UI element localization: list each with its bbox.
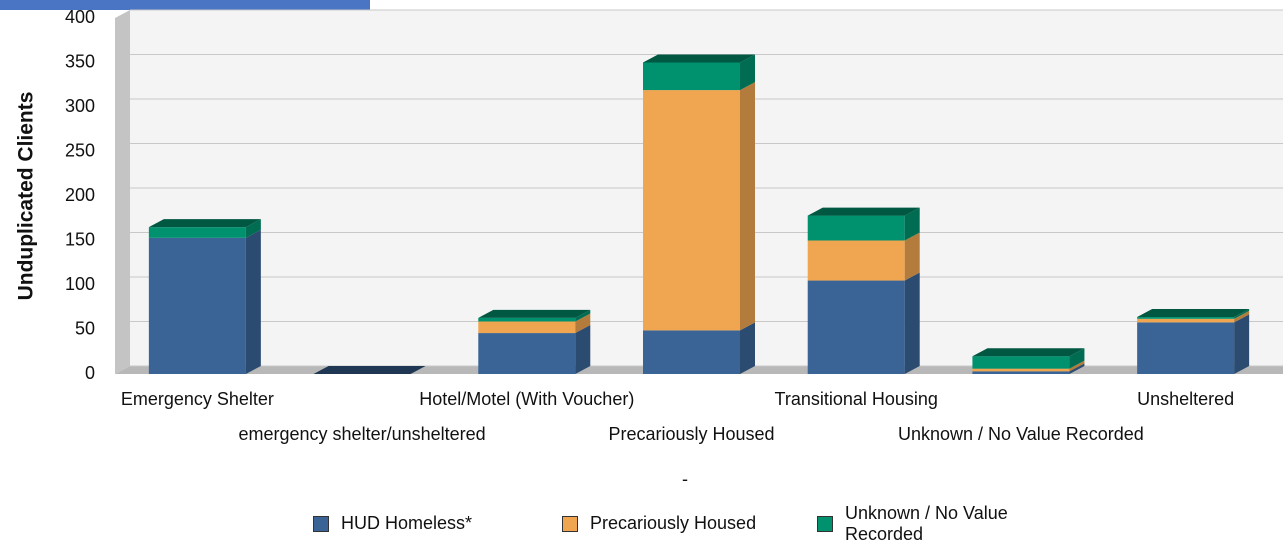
y-tick-label: 200 [65, 185, 95, 205]
y-tick-label: 350 [65, 51, 95, 71]
bar-top [313, 366, 426, 374]
bar-segment [1137, 317, 1235, 319]
bar-side [1234, 310, 1250, 323]
x-tick-label: Precariously Housed [608, 424, 774, 444]
bar-segment [972, 356, 1070, 369]
legend: HUD Homeless* Precariously Housed Unknown … [0, 502, 1283, 545]
bar-side [245, 229, 261, 374]
bar-side [1234, 314, 1250, 374]
bar-side [740, 82, 755, 331]
bar-top [972, 348, 1085, 357]
y-tick-label: 150 [65, 229, 95, 249]
x-tick-label: Hotel/Motel (With Voucher) [419, 389, 634, 409]
y-tick-label: 250 [65, 140, 95, 160]
bar-side [904, 232, 920, 281]
bar-segment [807, 240, 905, 281]
legend-swatch [562, 515, 578, 532]
legend-item: HUD Homeless* [313, 502, 472, 545]
bar-segment [972, 368, 1070, 372]
bar-segment [148, 237, 246, 374]
x-tick-label: Transitional Housing [775, 389, 938, 409]
y-tick-label: 400 [65, 7, 95, 27]
bar-segment [643, 90, 740, 331]
bar-top [478, 309, 591, 318]
bar-side [740, 322, 755, 374]
legend-swatch [817, 515, 833, 532]
bar-side [575, 325, 591, 374]
bar-segment [478, 333, 576, 374]
legend-item: Precariously Housed [562, 502, 756, 545]
bar-segment [643, 62, 740, 91]
x-tick-label: Unknown / No Value Recorded [898, 424, 1144, 444]
y-axis-title: Unduplicated Clients [15, 92, 38, 301]
bar-side [1069, 348, 1085, 369]
bar-side [1069, 363, 1085, 374]
bar-side [1069, 360, 1085, 372]
header-strip [0, 0, 370, 10]
x-tick-label: emergency shelter/unsheltered [239, 424, 486, 444]
bar-top [1137, 309, 1250, 318]
bar-segment [148, 227, 246, 238]
bar-segment [972, 371, 1070, 374]
bar-segment [807, 215, 905, 241]
legend-item: Unknown / No Value Recorded [817, 502, 1045, 545]
bar-segment [1137, 322, 1235, 374]
legend-swatch [313, 515, 329, 532]
legend-label: Unknown / No Value Recorded [845, 502, 1008, 544]
bar-side [245, 219, 261, 238]
bar-segment [478, 317, 576, 322]
x-tick-label: Emergency Shelter [121, 389, 274, 409]
x-axis-title: - [682, 469, 688, 489]
bar-segment [807, 280, 905, 374]
chart: Unduplicated Clients - 0 50 100 150 200 250 30… [0, 0, 1283, 489]
bar-top [643, 54, 755, 63]
y-tick-label: 0 [85, 363, 95, 383]
y-tick-label: 300 [65, 96, 95, 116]
bar-side [575, 309, 591, 322]
bar-segment [478, 321, 576, 334]
bar-side [904, 272, 920, 374]
legend-label: Precariously Housed [590, 513, 757, 533]
y-tick-label: 100 [65, 274, 95, 294]
left-wall [115, 10, 130, 374]
y-tick-label: 50 [75, 318, 95, 338]
bar-side [904, 207, 920, 241]
bar-segment [1137, 318, 1235, 323]
bar-segment [643, 330, 740, 374]
bar-side [740, 54, 755, 91]
x-tick-label: Unsheltered [1137, 389, 1234, 409]
bar-top [807, 207, 920, 216]
legend-label: HUD Homeless* [341, 513, 473, 533]
bar-side [575, 313, 591, 334]
bar-side [1234, 309, 1250, 319]
bar-top [148, 219, 261, 228]
